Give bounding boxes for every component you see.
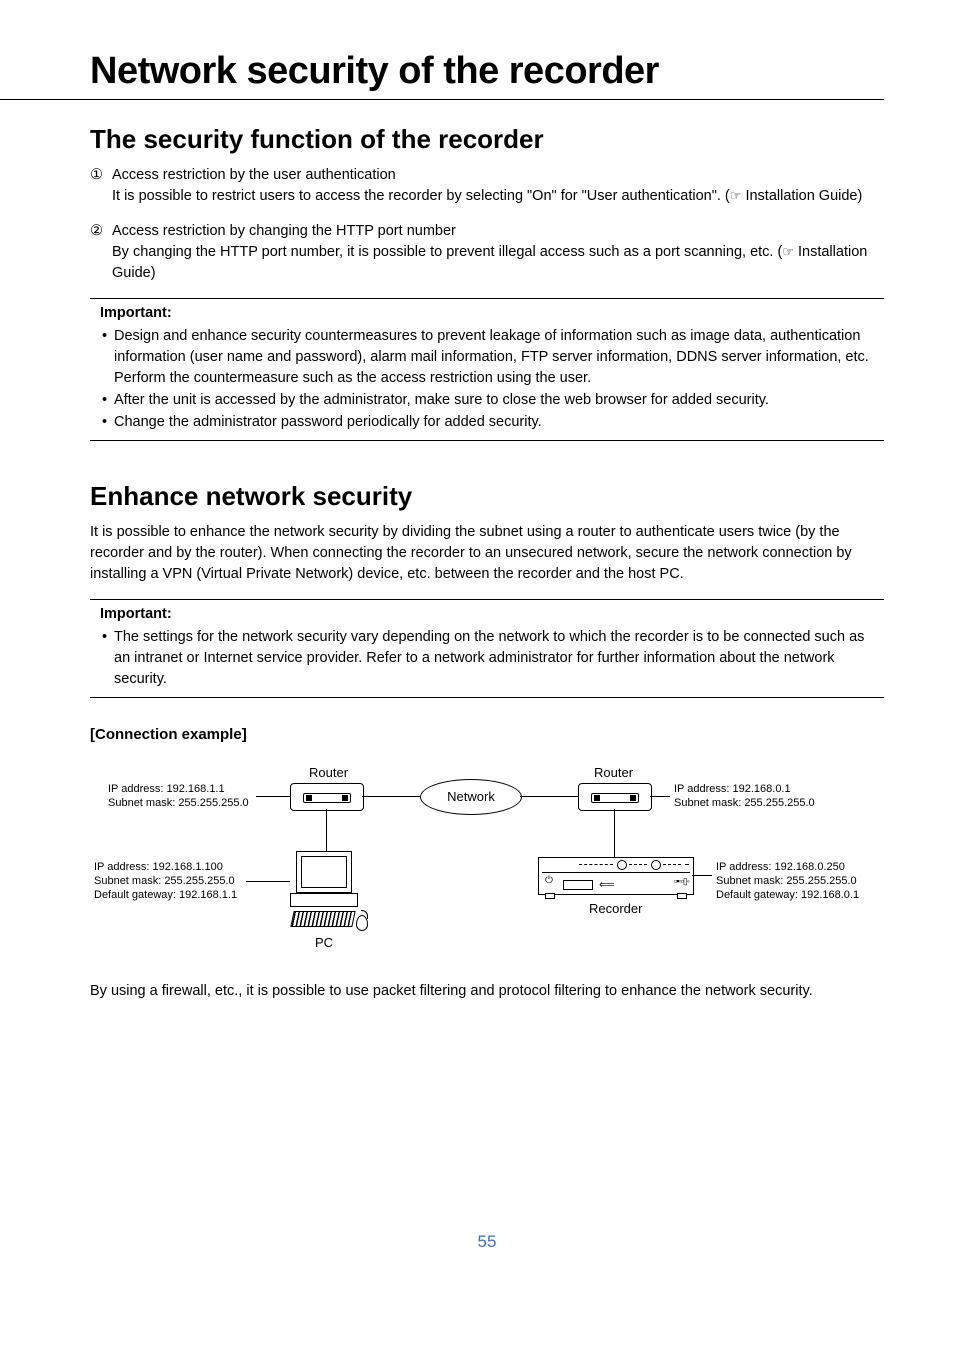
pc-icon bbox=[290, 851, 364, 929]
connector bbox=[246, 881, 290, 882]
router-left-icon bbox=[290, 783, 364, 811]
connector bbox=[692, 875, 712, 876]
item-head: Access restriction by the user authentic… bbox=[112, 167, 396, 183]
bullet-item: Change the administrator password period… bbox=[114, 412, 884, 433]
list-item: ② Access restriction by changing the HTT… bbox=[90, 221, 884, 284]
pc-label: PC bbox=[315, 935, 333, 951]
router-label: Router bbox=[594, 765, 633, 781]
reference-icon: ☞ bbox=[782, 244, 794, 259]
reference-icon: ☞ bbox=[730, 188, 742, 203]
item-text: It is possible to restrict users to acce… bbox=[112, 188, 730, 204]
pc-info: IP address: 192.168.1.100 Subnet mask: 2… bbox=[94, 861, 237, 902]
info-line: Default gateway: 192.168.1.1 bbox=[94, 889, 237, 901]
section1-title: The security function of the recorder bbox=[90, 124, 884, 155]
info-line: Subnet mask: 255.255.255.0 bbox=[108, 797, 249, 809]
connector bbox=[326, 809, 327, 851]
item-text: By changing the HTTP port number, it is … bbox=[112, 244, 782, 260]
info-line: IP address: 192.168.0.1 bbox=[674, 783, 791, 795]
info-line: Default gateway: 192.168.0.1 bbox=[716, 889, 859, 901]
section2-title: Enhance network security bbox=[90, 481, 884, 512]
document-page: Network security of the recorder The sec… bbox=[0, 0, 954, 1350]
bullet-item: The settings for the network security va… bbox=[114, 627, 884, 690]
router-right-icon bbox=[578, 783, 652, 811]
title-underline bbox=[0, 99, 884, 100]
important-block: Important: Design and enhance security c… bbox=[90, 298, 884, 441]
connector bbox=[256, 796, 290, 797]
network-node: Network bbox=[420, 779, 522, 815]
item-number: ② bbox=[90, 221, 112, 284]
bullet-item: After the unit is accessed by the admini… bbox=[114, 390, 884, 411]
recorder-icon: ⏻ ⟸ ▫▪◦▫▯◦ bbox=[538, 857, 694, 895]
item-body: Access restriction by the user authentic… bbox=[112, 165, 884, 207]
item-text: Installation Guide) bbox=[741, 188, 862, 204]
important-label: Important: bbox=[100, 303, 884, 324]
network-label: Network bbox=[447, 789, 495, 805]
recorder-info: IP address: 192.168.0.250 Subnet mask: 2… bbox=[716, 861, 859, 902]
important-label: Important: bbox=[100, 604, 884, 625]
item-head: Access restriction by changing the HTTP … bbox=[112, 223, 456, 239]
network-diagram: IP address: 192.168.1.1 Subnet mask: 255… bbox=[90, 761, 870, 961]
connector bbox=[520, 796, 578, 797]
bullet-item: Design and enhance security countermeasu… bbox=[114, 326, 884, 389]
connector bbox=[614, 809, 615, 857]
bullet-list: Design and enhance security countermeasu… bbox=[90, 326, 884, 433]
info-line: IP address: 192.168.1.100 bbox=[94, 861, 223, 873]
info-line: Subnet mask: 255.255.255.0 bbox=[94, 875, 235, 887]
info-line: IP address: 192.168.0.250 bbox=[716, 861, 845, 873]
page-title: Network security of the recorder bbox=[90, 50, 884, 93]
info-line: IP address: 192.168.1.1 bbox=[108, 783, 225, 795]
info-line: Subnet mask: 255.255.255.0 bbox=[716, 875, 857, 887]
item-number: ① bbox=[90, 165, 112, 207]
recorder-label: Recorder bbox=[589, 901, 642, 917]
paragraph: By using a firewall, etc., it is possibl… bbox=[90, 981, 884, 1002]
important-block: Important: The settings for the network … bbox=[90, 599, 884, 698]
info-line: Subnet mask: 255.255.255.0 bbox=[674, 797, 815, 809]
connection-example-heading: [Connection example] bbox=[90, 726, 884, 743]
item-body: Access restriction by changing the HTTP … bbox=[112, 221, 884, 284]
list-item: ① Access restriction by the user authent… bbox=[90, 165, 884, 207]
router-left-info: IP address: 192.168.1.1 Subnet mask: 255… bbox=[108, 783, 249, 811]
connector bbox=[650, 796, 670, 797]
connector bbox=[362, 796, 420, 797]
bullet-list: The settings for the network security va… bbox=[90, 627, 884, 690]
page-number: 55 bbox=[90, 1232, 884, 1252]
router-label: Router bbox=[309, 765, 348, 781]
numbered-list: ① Access restriction by the user authent… bbox=[90, 165, 884, 284]
paragraph: It is possible to enhance the network se… bbox=[90, 522, 884, 585]
router-right-info: IP address: 192.168.0.1 Subnet mask: 255… bbox=[674, 783, 815, 811]
